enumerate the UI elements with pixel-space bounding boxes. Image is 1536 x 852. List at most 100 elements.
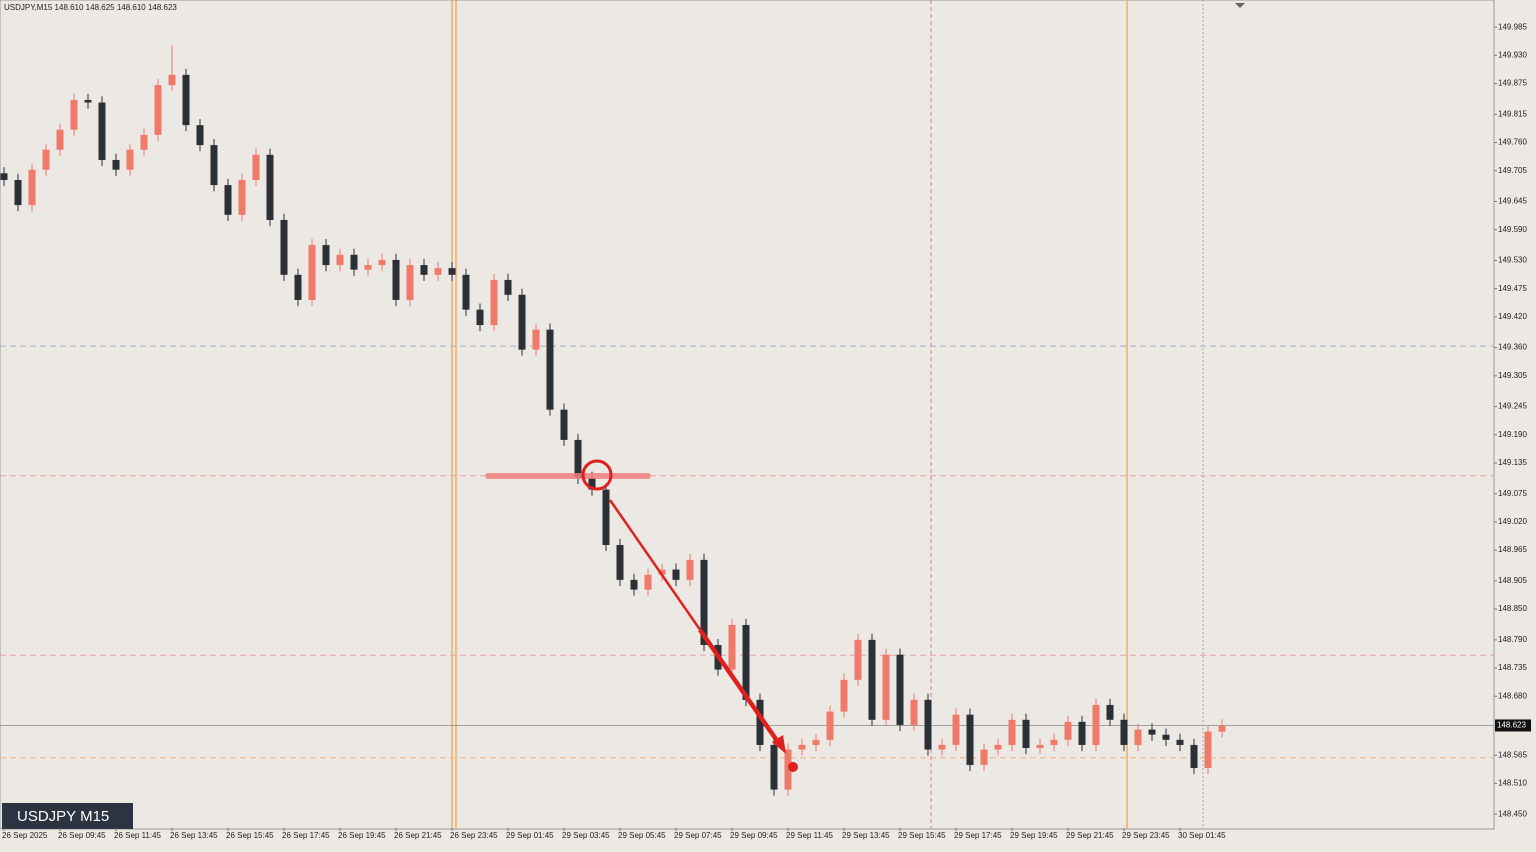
y-tick-label: 149.875 [1498, 79, 1527, 88]
y-tick-label: 148.680 [1498, 691, 1527, 700]
x-tick-label: 29 Sep 09:45 [730, 831, 778, 840]
y-tick-label: 148.965 [1498, 545, 1527, 554]
y-tick-label: 149.985 [1498, 22, 1527, 31]
x-tick-label: 29 Sep 01:45 [506, 831, 554, 840]
x-tick-label: 30 Sep 01:45 [1178, 831, 1226, 840]
x-tick-label: 29 Sep 05:45 [618, 831, 666, 840]
candle-body [350, 254, 358, 270]
x-tick-label: 29 Sep 21:45 [1066, 831, 1114, 840]
y-tick-label: 149.645 [1498, 197, 1527, 206]
y-tick-label: 149.190 [1498, 430, 1527, 439]
candle-body [840, 679, 848, 712]
x-tick-label: 29 Sep 23:45 [1122, 831, 1170, 840]
x-tick-label: 29 Sep 19:45 [1010, 831, 1058, 840]
header: USDJPY,M15 148.610 148.625 148.610 148.6… [4, 3, 177, 12]
y-tick-label: 149.705 [1498, 166, 1527, 175]
y-tick-label: 149.760 [1498, 138, 1527, 147]
y-tick-label: 149.245 [1498, 402, 1527, 411]
candle-body [560, 409, 568, 440]
y-tick-label: 149.475 [1498, 284, 1527, 293]
candle-body [322, 245, 330, 266]
candle-body [462, 274, 470, 310]
candle-body [1148, 729, 1156, 735]
x-tick-label: 26 Sep 17:45 [282, 831, 330, 840]
candle-body [1022, 719, 1030, 749]
candle-body [1134, 729, 1142, 745]
y-tick-label: 149.360 [1498, 343, 1527, 352]
candle-body [784, 749, 792, 790]
candle-body [308, 245, 316, 300]
x-tick-label: 29 Sep 13:45 [842, 831, 890, 840]
y-tick-label: 148.850 [1498, 604, 1527, 613]
candle-body [756, 699, 764, 745]
x-tick-label: 26 Sep 15:45 [226, 831, 274, 840]
candle-body [406, 265, 414, 300]
y-tick-label: 148.905 [1498, 576, 1527, 585]
plot-area [0, 0, 1495, 830]
x-tick-label: 29 Sep 03:45 [562, 831, 610, 840]
price-box [1495, 719, 1531, 732]
y-tick-label: 148.565 [1498, 750, 1527, 759]
circle-marker [581, 459, 613, 491]
y-tick-label: 149.815 [1498, 109, 1527, 118]
candle-body [630, 579, 638, 590]
candle-body [896, 654, 904, 725]
y-tick-label: 148.450 [1498, 809, 1527, 818]
candle-body [504, 279, 512, 295]
candle-body [126, 149, 134, 170]
candle-body [490, 279, 498, 326]
candle-body [140, 134, 148, 150]
candle-body [1190, 744, 1198, 769]
candle-body [686, 559, 694, 580]
axes: 149.985 149.930 149.875 149.815 149.760 149.7… [2, 22, 1531, 840]
candle-body [812, 739, 820, 745]
candle-body [70, 99, 78, 130]
candle-body [644, 574, 652, 590]
candle-body [252, 154, 260, 180]
candle-body [938, 744, 946, 750]
candle-body [658, 569, 666, 575]
y-tick-label: 149.530 [1498, 256, 1527, 265]
candle-body [280, 219, 288, 275]
candle-body [770, 744, 778, 790]
y-tick-label: 148.790 [1498, 635, 1527, 644]
candle-body [952, 714, 960, 745]
candle-body [154, 85, 162, 135]
candle-body [224, 185, 232, 215]
candle-body [1078, 721, 1086, 745]
x-tick-label: 26 Sep 23:45 [450, 831, 498, 840]
x-tick-label: 29 Sep 11:45 [786, 831, 834, 840]
y-tick-label: 149.305 [1498, 371, 1527, 380]
candle-body [1064, 721, 1072, 740]
candle-body [1036, 744, 1044, 749]
price-label: 148.623 [1497, 721, 1526, 730]
candle-body [602, 489, 610, 545]
candle-body [700, 559, 708, 645]
candle-body [1008, 719, 1016, 745]
candle-body [56, 129, 64, 150]
candle-body [378, 259, 386, 266]
candle-body [966, 714, 974, 765]
candle-body [182, 74, 190, 126]
candle-body [0, 173, 8, 180]
levels [0, 345, 1494, 759]
candle-body [392, 259, 400, 300]
candle-body [168, 74, 176, 86]
candle-body [518, 294, 526, 350]
x-tick-label: 29 Sep 07:45 [674, 831, 722, 840]
candle-body [532, 329, 540, 350]
candle-body [336, 254, 344, 266]
candle-body [1120, 719, 1128, 745]
candle-body [266, 154, 274, 220]
y-tick-label: 148.735 [1498, 663, 1527, 672]
candle-body [574, 439, 582, 478]
x-tick-label: 26 Sep 21:45 [394, 831, 442, 840]
candle-body [294, 274, 302, 300]
candle-body [826, 711, 834, 740]
candle-body [476, 309, 484, 326]
x-tick-label: 26 Sep 19:45 [338, 831, 386, 840]
candle-body [616, 544, 624, 580]
x-tick-label: 26 Sep 11:45 [114, 831, 162, 840]
symbol-box [2, 803, 133, 829]
x-tick-label: 29 Sep 17:45 [954, 831, 1002, 840]
